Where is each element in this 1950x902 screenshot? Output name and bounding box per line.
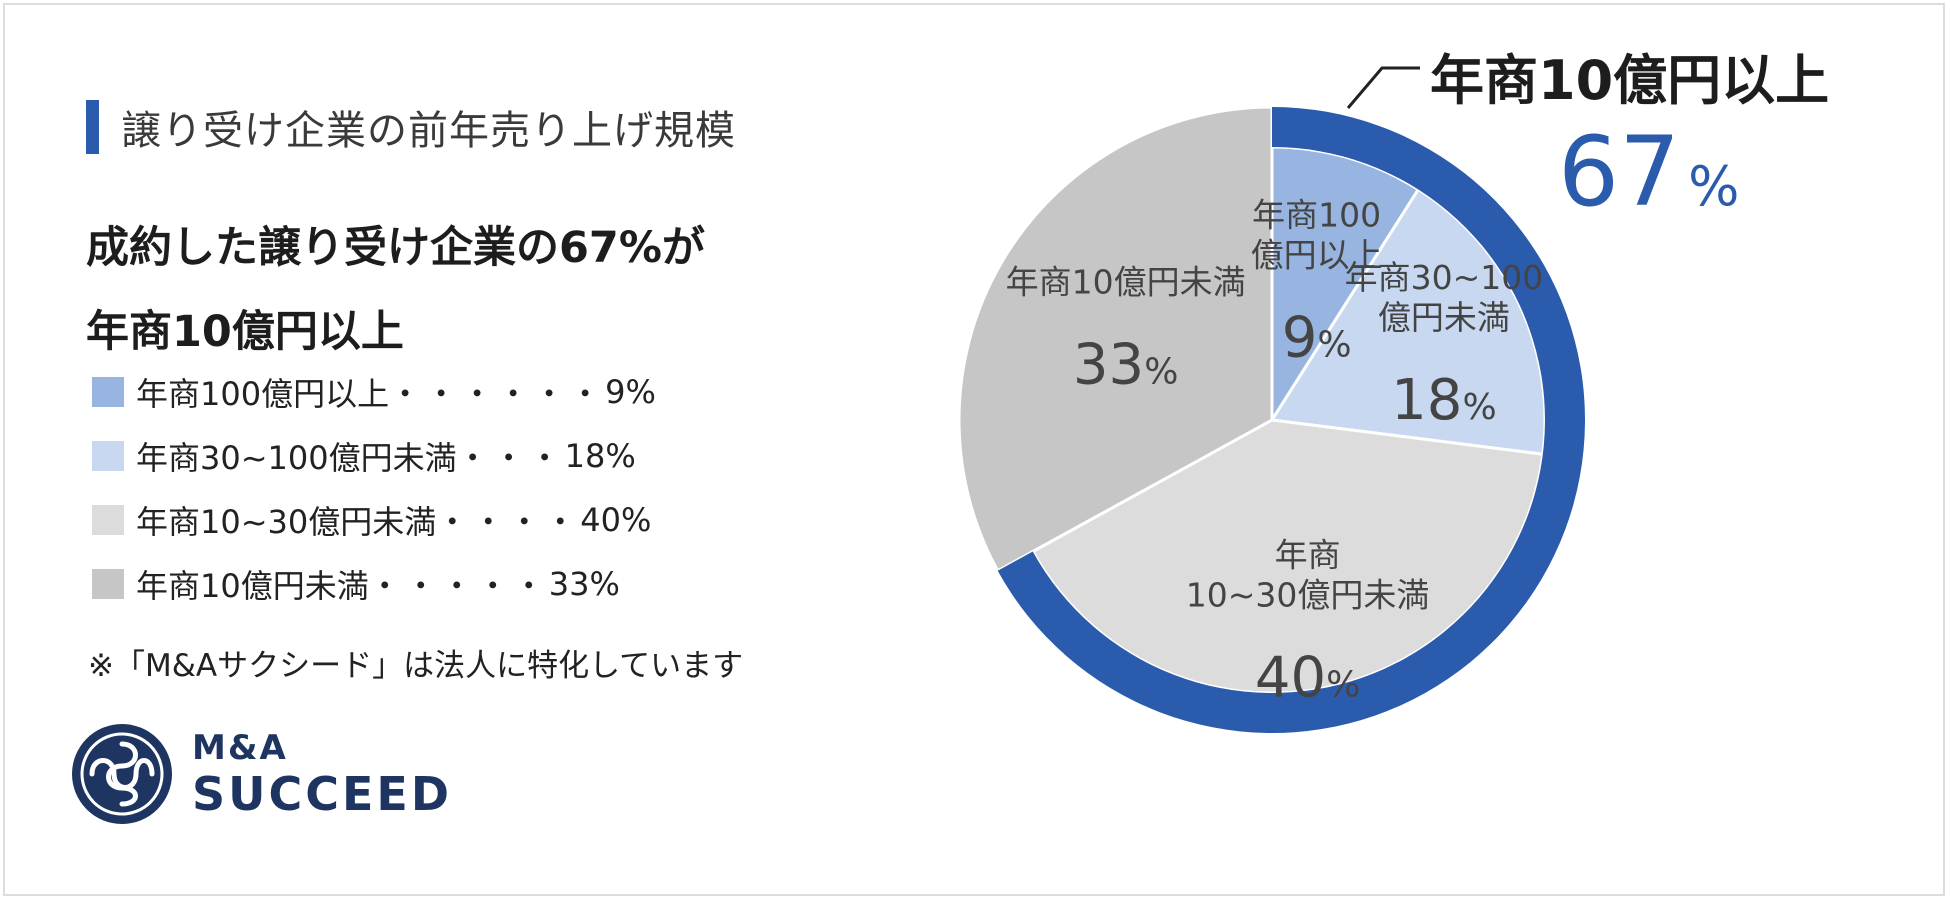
legend-value: 33% — [548, 565, 620, 603]
legend-label: 年商10億円未満 — [136, 567, 369, 605]
logo-line-2: SUCCEED — [192, 767, 453, 821]
logo: M&A SUCCEED — [70, 718, 452, 830]
legend-value: 9% — [605, 373, 656, 411]
slice-label-10-30: 年商 — [1275, 536, 1341, 575]
legend-swatch-10-30 — [92, 505, 124, 535]
slice-percent-sign: % — [1317, 324, 1351, 365]
legend-item-under10: 年商10億円未満 ・・・・・ 33% — [92, 564, 620, 605]
slice-percent-sign: % — [1462, 387, 1496, 428]
callout-number: 67 — [1558, 116, 1681, 228]
callout-unit: % — [1688, 155, 1740, 218]
section-title: 譲り受け企業の前年売り上げ規模 — [86, 100, 736, 154]
headline: 成約した譲り受け企業の67%が 年商10億円以上 — [86, 206, 705, 374]
legend-dots: ・・・・ — [436, 503, 581, 541]
slice-label-30-100: 億円未満 — [1378, 298, 1510, 337]
slice-label-100plus: 億円以上 — [1251, 235, 1383, 274]
legend-label: 年商30~100億円未満 — [136, 439, 457, 477]
section-title-text: 譲り受け企業の前年売り上げ規模 — [121, 108, 736, 154]
slice-percent-sign: % — [1326, 665, 1360, 706]
legend-item-100plus: 年商100億円以上 ・・・・・・ 9% — [92, 372, 656, 413]
section-accent-bar — [86, 100, 99, 154]
legend-value: 18% — [564, 437, 636, 475]
legend-swatch-100plus — [92, 377, 124, 407]
logo-emblem-icon — [72, 724, 172, 824]
slice-label-30-100: 年商30~100 — [1345, 258, 1544, 297]
slice-percent-sign: % — [1144, 351, 1178, 392]
slice-label-100plus: 年商100 — [1252, 195, 1381, 234]
callout-leader-line — [1346, 66, 1420, 109]
legend-item-10-30: 年商10~30億円未満 ・・・・ 40% — [92, 500, 652, 541]
logo-line-1: M&A — [192, 728, 288, 768]
legend-value: 40% — [580, 501, 652, 539]
callout-title: 年商10億円以上 — [1430, 49, 1830, 112]
legend-swatch-30-100 — [92, 441, 124, 471]
logo-wordmark: M&A SUCCEED — [192, 731, 452, 817]
slice-label-under10: 年商10億円未満 — [1006, 262, 1246, 301]
pie-slice-under10 — [957, 105, 1274, 573]
footnote: ※「M&Aサクシード」は法人に特化しています — [88, 648, 744, 684]
pie-slice-30-100 — [1269, 187, 1547, 456]
legend-dots: ・・・・・・ — [389, 375, 606, 413]
legend-label: 年商10~30億円未満 — [136, 503, 437, 541]
legend-label: 年商100億円以上 — [136, 375, 390, 413]
legend-item-30-100: 年商30~100億円未満 ・・・ 18% — [92, 436, 636, 477]
callout-value: 67% — [1558, 124, 1739, 220]
headline-line-1: 成約した譲り受け企業の67%が — [86, 223, 705, 273]
legend-dots: ・・・ — [456, 439, 565, 477]
legend-swatch-under10 — [92, 569, 124, 599]
headline-line-2: 年商10億円以上 — [86, 307, 404, 357]
legend-dots: ・・・・・ — [368, 567, 549, 605]
slice-label-10-30: 10~30億円未満 — [1186, 576, 1430, 615]
